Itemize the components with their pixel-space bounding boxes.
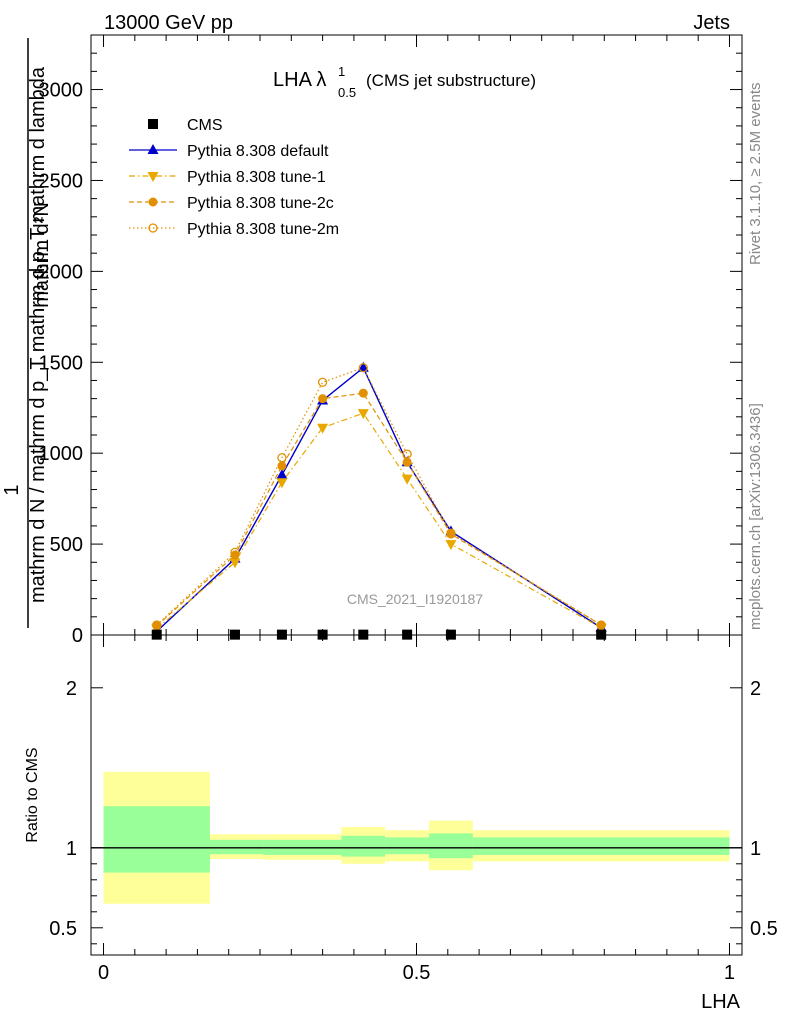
data-point-4 xyxy=(152,620,162,630)
legend-marker xyxy=(147,144,159,154)
legend-marker xyxy=(147,172,159,182)
main-y-tick-label: 0 xyxy=(72,625,83,647)
rivet-label: Rivet 3.1.10, ≥ 2.5M events xyxy=(747,83,764,266)
data-point-4 xyxy=(596,620,606,630)
energy-label: 13000 GeV pp xyxy=(104,12,233,34)
main-y-tick-labels: 0 500 1000 1500 2000 2500 3000 xyxy=(39,80,84,647)
data-point-1 xyxy=(357,361,369,372)
title-superscript: 1 xyxy=(338,64,345,79)
mcplots-label: mcplots.cern.ch [arXiv:1306.3436] xyxy=(747,403,764,630)
data-point-3 xyxy=(277,461,287,471)
ratio-y-tick-label: 0.5 xyxy=(49,918,77,940)
ratio-bands xyxy=(103,771,730,904)
x-axis-label: LHA xyxy=(701,991,741,1013)
data-point-4 xyxy=(230,547,240,557)
main-y-tick-label: 2500 xyxy=(39,170,84,192)
series-line-3 xyxy=(156,392,602,627)
legend-marker xyxy=(148,197,158,207)
x-tick-labels: 0 0.5 1 xyxy=(98,962,735,984)
process-label: Jets xyxy=(693,12,730,34)
ratio-inner-band xyxy=(472,837,730,855)
legend-marker xyxy=(148,119,158,129)
data-point-3 xyxy=(318,394,328,404)
ratio-y-tick-labels: 0.5 0.5 1 1 2 2 xyxy=(49,678,778,940)
data-point-4 xyxy=(277,453,287,463)
series-line-2 xyxy=(156,412,602,630)
legend-label: Pythia 8.308 tune-2c xyxy=(187,195,334,212)
ratio-inner-band xyxy=(209,839,264,855)
legend-label: Pythia 8.308 default xyxy=(187,143,329,160)
ratio-y-tick-label: 2 xyxy=(66,678,77,700)
main-y-tick-label: 1500 xyxy=(39,352,84,374)
y-label-numerator: 1 xyxy=(1,484,23,495)
ratio-ticks xyxy=(91,635,742,955)
legend-label: Pythia 8.308 tune-1 xyxy=(187,169,326,186)
data-point-3 xyxy=(230,550,240,560)
data-point-3 xyxy=(402,457,412,467)
ratio-y-tick-label-right: 2 xyxy=(750,678,761,700)
data-point-4 xyxy=(358,363,368,373)
main-y-tick-label: 3000 xyxy=(39,80,84,102)
data-point-2 xyxy=(445,540,457,551)
y-label-denominator: mathrm d N / mathrm d p_T mathrm d p_T m… xyxy=(27,66,49,603)
ratio-y-tick-label: 1 xyxy=(66,838,77,860)
x-tick-label: 0.5 xyxy=(403,962,431,984)
ratio-inner-band xyxy=(385,837,430,855)
ratio-inner-band xyxy=(429,833,473,859)
data-point-2 xyxy=(317,423,329,434)
legend-marker xyxy=(148,223,158,233)
ratio-y-axis-label: Ratio to CMS xyxy=(24,747,41,842)
ratio-inner-band xyxy=(341,835,386,857)
data-point-1 xyxy=(276,469,288,479)
data-point-2 xyxy=(276,478,288,489)
title-suffix: (CMS jet substructure) xyxy=(366,71,536,90)
ratio-y-tick-label-right: 1 xyxy=(750,838,761,860)
data-point-2 xyxy=(357,409,369,420)
main-y-tick-label: 500 xyxy=(50,534,83,556)
data-point-4 xyxy=(317,377,328,387)
legend: CMS Pythia 8.308 default Pythia 8.308 tune… xyxy=(129,117,339,238)
y-label-top: mathrm d²N xyxy=(31,202,53,308)
data-point-2 xyxy=(229,558,241,569)
x-tick-label: 0 xyxy=(98,962,109,984)
ratio-y-tick-label-right: 0.5 xyxy=(750,918,778,940)
legend-label: CMS xyxy=(187,117,223,134)
title-text: LHA λ xyxy=(273,69,326,91)
main-title: LHA λ 1 0.5 (CMS jet substructure) xyxy=(273,64,536,100)
data-point-4 xyxy=(402,449,412,459)
legend-label: Pythia 8.308 tune-2m xyxy=(187,221,339,238)
title-subscript: 0.5 xyxy=(338,85,356,100)
series-line-4 xyxy=(156,366,602,626)
analysis-watermark: CMS_2021_I1920187 xyxy=(347,591,483,607)
main-y-tick-label: 1000 xyxy=(39,443,84,465)
data-point-2 xyxy=(401,474,413,485)
data-point-4 xyxy=(446,528,456,538)
data-point-3 xyxy=(596,620,606,630)
main-y-tick-label: 2000 xyxy=(39,261,84,283)
main-y-axis-label: mathrm d²N 1 mathrm d N / mathrm d p_T m… xyxy=(1,38,53,628)
data-point-3 xyxy=(358,388,368,398)
ratio-inner-band xyxy=(103,806,210,873)
x-tick-label: 1 xyxy=(724,962,735,984)
